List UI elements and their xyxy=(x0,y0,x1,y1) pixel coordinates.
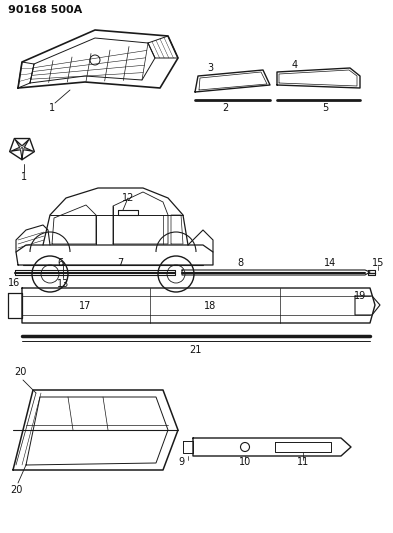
Text: 18: 18 xyxy=(204,301,216,311)
Text: 17: 17 xyxy=(79,301,91,311)
Text: 8: 8 xyxy=(237,258,243,268)
Text: 4: 4 xyxy=(292,60,298,70)
Text: 9: 9 xyxy=(178,457,184,467)
Text: 5: 5 xyxy=(322,103,328,113)
Text: 1: 1 xyxy=(49,103,55,113)
Text: 2: 2 xyxy=(222,103,228,113)
Text: 19: 19 xyxy=(354,291,366,301)
Text: 90168 500A: 90168 500A xyxy=(8,5,82,15)
Text: 14: 14 xyxy=(324,258,336,268)
Text: 16: 16 xyxy=(8,278,20,288)
Text: 3: 3 xyxy=(207,63,213,73)
Text: 12: 12 xyxy=(122,193,134,203)
Text: 11: 11 xyxy=(297,457,309,467)
Text: 13: 13 xyxy=(57,279,69,289)
Text: 20: 20 xyxy=(10,485,22,495)
Text: 10: 10 xyxy=(239,457,251,467)
Text: 20: 20 xyxy=(14,367,26,377)
Text: 1: 1 xyxy=(21,172,27,182)
Text: 21: 21 xyxy=(189,345,201,355)
Text: 15: 15 xyxy=(372,258,384,268)
Text: 6: 6 xyxy=(57,258,63,268)
Text: 7: 7 xyxy=(117,258,123,268)
